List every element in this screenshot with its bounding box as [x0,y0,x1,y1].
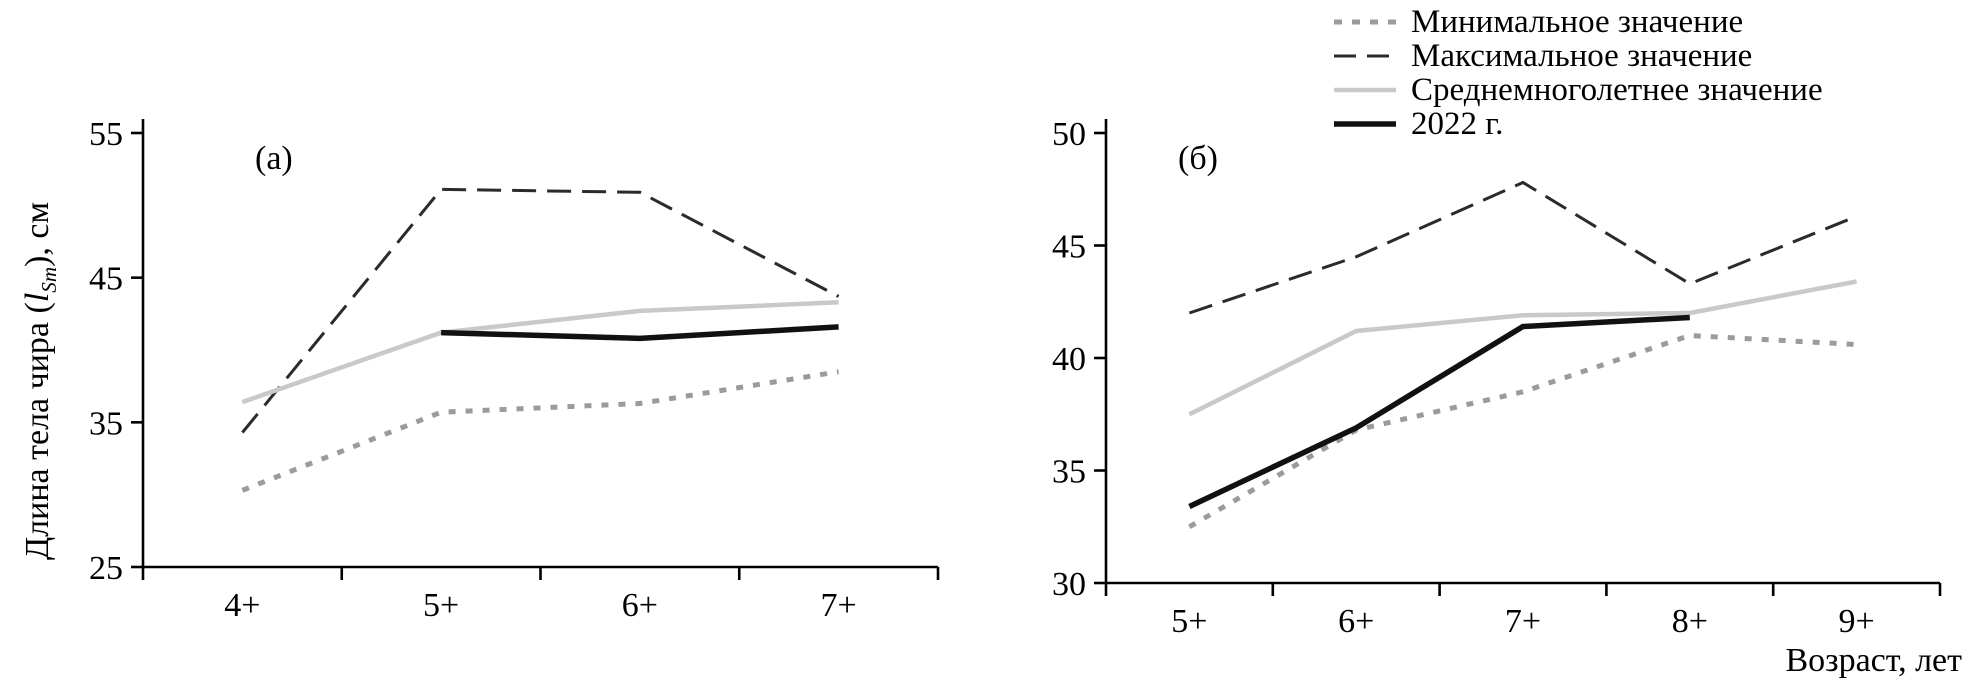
y-tick-label: 35 [89,405,123,442]
panel-label: (б) [1178,140,1218,177]
series-line-y2022 [441,324,839,342]
y-tick-label: 35 [1052,454,1086,491]
panel-label: (а) [255,140,293,177]
legend-dotted-line-icon [1334,19,1396,25]
y-tick-label: 30 [1052,566,1086,603]
legend-item-avg: Среднемноголетнее значение [1332,73,1823,107]
x-tick-label: 8+ [1672,603,1708,640]
y-axis-title-text: Длина тела чира ( [19,302,56,561]
legend-label-2022: 2022 г. [1411,105,1504,142]
series-line-min [1188,332,1857,529]
x-tick-label: 9+ [1839,603,1875,640]
legend: Минимальное значение Максимальное значен… [1332,5,1823,141]
y-tick-label: 40 [1052,341,1086,378]
x-tick-label: 7+ [1505,603,1541,640]
x-tick-label: 6+ [622,587,658,624]
y-tick-label: 45 [1052,229,1086,266]
legend-item-max: Максимальное значение [1332,39,1823,73]
series-line-avg [241,300,839,405]
y-axis-title: Длина тела чира (lSm), см [19,81,65,681]
y-axis-variable-subscript: Sm [36,266,61,293]
legend-black-line-icon [1334,121,1396,127]
legend-dashed-line-icon [1334,54,1396,58]
legend-label-min: Минимальное значение [1411,3,1744,40]
x-tick-label: 5+ [1171,603,1207,640]
legend-label-avg: Среднемноголетнее значение [1411,71,1823,108]
x-axis-title: Возраст, лет [1785,642,1962,679]
legend-item-min: Минимальное значение [1332,5,1823,39]
y-tick-label: 55 [89,116,123,153]
x-tick-label: 5+ [423,587,459,624]
legend-item-2022: 2022 г. [1332,107,1823,141]
series-line-min [241,369,839,493]
x-tick-label: 7+ [821,587,857,624]
x-tick-label: 4+ [224,587,260,624]
legend-gray-line-icon [1334,87,1396,93]
y-axis-variable: l [19,292,56,303]
series-line-max [1188,180,1858,315]
y-tick-label: 50 [1052,116,1086,153]
x-tick-label: 6+ [1338,603,1374,640]
y-tick-label: 25 [89,550,123,587]
legend-label-max: Максимальное значение [1411,37,1753,74]
series-line-max [241,187,840,434]
y-tick-label: 45 [89,261,123,298]
y-axis-title-suffix: ), см [19,202,56,267]
series-line-y2022 [1188,314,1690,509]
series-line-avg [1188,279,1858,417]
